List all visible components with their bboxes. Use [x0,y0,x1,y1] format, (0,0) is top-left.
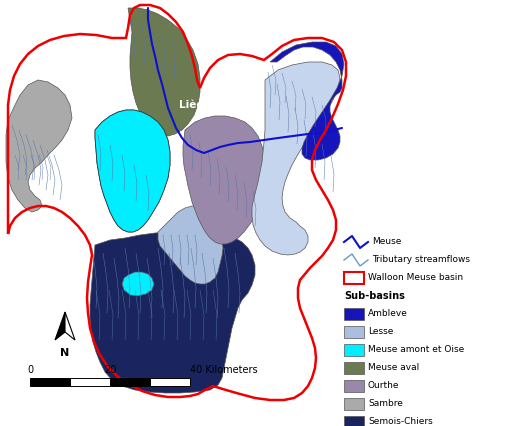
Text: 20: 20 [104,365,116,375]
Text: Sambre: Sambre [368,400,403,409]
Bar [344,344,364,356]
Polygon shape [270,42,344,160]
Bar [344,362,364,374]
Polygon shape [95,110,170,232]
Bar [150,378,190,386]
Text: Semois-Chiers: Semois-Chiers [368,417,433,426]
Text: Tributary streamflows: Tributary streamflows [372,256,470,265]
Text: 40 Kilometers: 40 Kilometers [190,365,258,375]
Polygon shape [252,62,340,255]
Bar [344,272,364,284]
Polygon shape [65,312,75,340]
Bar [344,380,364,392]
Bar [70,378,110,386]
Text: Meuse aval: Meuse aval [368,363,419,372]
Polygon shape [6,80,72,212]
Polygon shape [158,206,223,284]
Polygon shape [128,8,200,136]
Bar [344,398,364,410]
Text: Sub-basins: Sub-basins [344,291,405,301]
Polygon shape [183,116,266,244]
Bar [344,326,364,338]
Polygon shape [90,232,255,393]
Text: Lesse: Lesse [368,328,393,337]
Bar [110,378,150,386]
Text: Ambleve: Ambleve [368,310,408,319]
Polygon shape [95,110,170,232]
Text: Meuse: Meuse [372,238,401,247]
Bar [344,308,364,320]
Text: Meuse amont et Oise: Meuse amont et Oise [368,345,464,354]
Text: N: N [60,348,70,358]
Polygon shape [55,312,65,340]
Polygon shape [122,272,154,296]
Text: Liège: Liège [179,100,211,110]
Text: Walloon Meuse basin: Walloon Meuse basin [368,273,463,282]
Bar [30,378,70,386]
Text: 0: 0 [27,365,33,375]
Bar [344,416,364,426]
Text: Ourthe: Ourthe [368,382,399,391]
